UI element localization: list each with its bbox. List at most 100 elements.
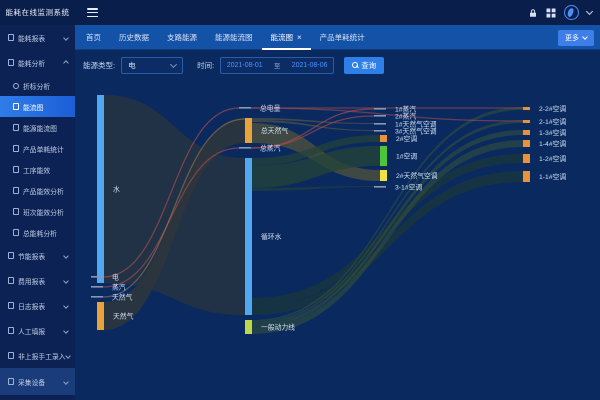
sankey-node[interactable] <box>374 123 386 125</box>
sankey-node-label: 总天然气 <box>261 126 288 135</box>
more-button-label: 更多 <box>565 34 579 42</box>
sankey-link <box>252 118 374 124</box>
sankey-node[interactable] <box>380 170 387 181</box>
sankey-link <box>252 186 374 191</box>
date-end[interactable]: 2021-08-06 <box>291 61 328 69</box>
more-button[interactable]: 更多 <box>558 29 594 46</box>
tab-首页[interactable]: 首页 <box>77 25 110 50</box>
sankey-node[interactable] <box>91 286 103 288</box>
avatar[interactable] <box>564 5 579 20</box>
sidebar-item-cost-report[interactable]: 费用报表 <box>0 268 75 293</box>
sidebar-item-collect-device[interactable]: 采集设备 <box>0 368 75 395</box>
sankey-node[interactable] <box>523 130 530 135</box>
tab-能流图[interactable]: 能流图 × <box>262 25 311 50</box>
sankey-node[interactable] <box>245 320 252 334</box>
tab-历史数据[interactable]: 历史数据 <box>110 25 158 50</box>
sidebar-menu: 能耗报表 能耗分析 折标分析 能流图 能源能流图 产品单耗统计工序能效产品能效分析 班次能效… <box>0 25 75 400</box>
sankey-node[interactable] <box>245 158 252 315</box>
sankey-node-label: 电 <box>112 273 119 282</box>
sidebar-item-manual-entry[interactable]: 非上报手工录入 <box>0 343 75 368</box>
tab-产品单耗统计[interactable]: 产品单耗统计 <box>311 25 374 50</box>
sankey-node-label: 天然气 <box>113 312 134 321</box>
sidebar-item-manual-fill[interactable]: 人工填报 <box>0 318 75 343</box>
top-bar: 能耗在线监测系统 <box>0 0 600 25</box>
sankey-node[interactable] <box>91 296 103 298</box>
sidebar-item-shift-eff[interactable]: 班次能效分析 <box>0 201 75 222</box>
sidebar-item-energy-flow[interactable]: 能流图 <box>0 96 75 117</box>
sankey-link <box>252 135 380 166</box>
sidebar-item-total-energy[interactable]: 总能耗分析 <box>0 222 75 243</box>
sankey-node[interactable] <box>239 147 251 149</box>
sidebar-item-label: 日志报表 <box>18 303 46 311</box>
manual-icon <box>8 327 14 334</box>
chevron-down-icon <box>170 60 178 68</box>
sankey-node[interactable] <box>523 140 530 147</box>
sankey-node[interactable] <box>380 135 387 142</box>
sankey-node[interactable] <box>380 146 387 166</box>
sankey-node[interactable] <box>97 302 104 330</box>
sidebar-item-log-report[interactable]: 日志报表 <box>0 293 75 318</box>
sankey-node[interactable] <box>374 108 386 110</box>
sankey-node-label: 1-3#空调 <box>539 128 566 137</box>
sankey-svg: 水电蒸汽天然气天然气总电量总天然气总蒸汽循环水一般动力线1#蒸汽2#蒸汽1#天然… <box>91 95 566 334</box>
sankey-node[interactable] <box>245 118 252 143</box>
sankey-node[interactable] <box>374 186 386 188</box>
report-icon <box>8 34 14 41</box>
sankey-node[interactable] <box>523 120 530 123</box>
process-icon <box>13 166 19 173</box>
device-icon <box>8 378 14 385</box>
sankey-node-label: 3-1#空调 <box>395 183 422 192</box>
sankey-node[interactable] <box>523 154 530 163</box>
sankey-node-label: 2#天然气空调 <box>396 171 438 180</box>
sankey-node-label: 1-1#空调 <box>539 172 566 181</box>
sidebar-item-convert-analysis[interactable]: 折标分析 <box>0 75 75 96</box>
sankey-link <box>252 140 523 334</box>
close-icon[interactable]: × <box>297 32 302 42</box>
sankey-node-label: 1#天然气空调 <box>395 120 437 129</box>
menu-icon[interactable] <box>87 8 98 17</box>
search-icon <box>352 62 359 68</box>
sankey-node[interactable] <box>374 130 386 132</box>
sidebar-item-label: 工序能效 <box>23 167 51 175</box>
sidebar-item-energy-report[interactable]: 能耗报表 <box>0 25 75 50</box>
sankey-node[interactable] <box>523 107 530 110</box>
fullscreen-icon[interactable] <box>546 8 556 18</box>
sankey-node-label: 水 <box>113 185 120 194</box>
sidebar-item-saving-report[interactable]: 节能报表 <box>0 243 75 268</box>
sidebar-item-label: 总能耗分析 <box>23 230 57 238</box>
chevron-down-icon[interactable] <box>585 7 594 16</box>
analysis-icon <box>8 59 14 66</box>
sidebar-item-process-eff[interactable]: 工序能效 <box>0 159 75 180</box>
lock-icon[interactable] <box>528 8 538 18</box>
tab-能源能流图[interactable]: 能源能流图 <box>206 25 262 50</box>
tab-支路能源[interactable]: 支路能源 <box>158 25 206 50</box>
chevron-down-icon <box>63 277 69 284</box>
product-stat-icon <box>13 145 19 152</box>
search-button[interactable]: 查询 <box>344 56 385 74</box>
sidebar-item-source-flow[interactable]: 能源能流图 <box>0 117 75 138</box>
upload-icon <box>8 352 14 359</box>
sankey-node[interactable] <box>239 107 251 109</box>
sidebar-item-label: 人工填报 <box>18 328 46 336</box>
energy-type-value: 电 <box>128 60 136 70</box>
energy-type-select[interactable]: 电 <box>121 56 184 74</box>
sidebar-item-product-stat[interactable]: 产品单耗统计 <box>0 138 75 159</box>
tab-label: 支路能源 <box>167 33 197 42</box>
energy-flow-icon <box>13 124 19 131</box>
time-label: 时间: <box>197 60 215 70</box>
tab-label: 历史数据 <box>119 33 149 42</box>
sidebar-item-energy-analysis[interactable]: 能耗分析 <box>0 50 75 75</box>
sankey-link <box>252 146 380 188</box>
sankey-node[interactable] <box>374 115 386 117</box>
sankey-node-label: 1-4#空调 <box>539 139 566 148</box>
sankey-node[interactable] <box>97 95 104 283</box>
sidebar-item-product-eff[interactable]: 产品能效分析 <box>0 180 75 201</box>
chevron-down-icon <box>63 302 69 309</box>
log-icon <box>8 302 14 309</box>
tab-label: 产品单耗统计 <box>319 33 365 42</box>
tab-label: 能源能流图 <box>215 33 253 42</box>
sankey-node[interactable] <box>91 276 103 278</box>
sankey-node[interactable] <box>523 171 530 182</box>
date-start[interactable]: 2021-08-01 <box>226 61 263 69</box>
date-range-picker[interactable]: 2021-08-01 至 2021-08-06 <box>220 56 335 74</box>
